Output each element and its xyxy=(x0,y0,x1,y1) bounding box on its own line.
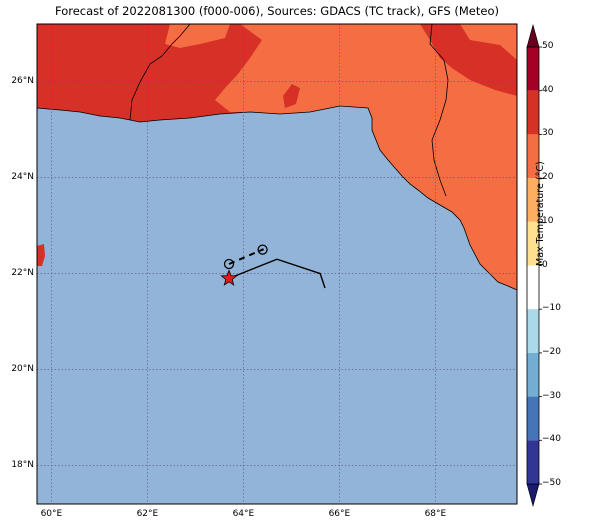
latitude-label: 24°N xyxy=(11,171,34,182)
colorbar-band xyxy=(527,265,539,310)
map-title: Forecast of 2022081300 (f000-006), Sourc… xyxy=(55,4,499,18)
border-line xyxy=(129,23,191,121)
colorbar-extend-top xyxy=(526,23,540,48)
star-icon xyxy=(220,269,238,286)
land-hot-region xyxy=(283,84,300,108)
longitude-label: 60°E xyxy=(40,509,63,519)
colorbar-tick-label: 0 xyxy=(542,259,548,270)
colorbar xyxy=(526,23,542,508)
colorbar-tick-label: −20 xyxy=(542,346,561,357)
latitude-label: 26°N xyxy=(11,75,34,86)
land-warm-region xyxy=(165,24,230,48)
coastline xyxy=(36,105,518,291)
colorbar-tick-label: 20 xyxy=(542,172,554,183)
map-panel xyxy=(36,23,518,505)
land-hot-region xyxy=(330,24,517,96)
land-hot-region xyxy=(485,168,512,192)
colorbar-tick-label: −50 xyxy=(542,478,561,488)
colorbar-band xyxy=(527,309,539,353)
colorbar-band xyxy=(527,178,539,222)
latitude-label: 22°N xyxy=(11,267,34,278)
colorbar-tick-label: −40 xyxy=(542,434,561,445)
latitude-label: 20°N xyxy=(11,363,34,374)
circle-dot-center xyxy=(261,248,264,251)
border-line xyxy=(429,23,449,197)
colorbar-band xyxy=(527,221,539,266)
land-area-southeast xyxy=(482,250,517,290)
colorbar-tick-label: 50 xyxy=(542,41,554,51)
colorbar-extend-bottom xyxy=(526,483,540,508)
colorbar-band xyxy=(527,47,539,91)
circle-dot-icon xyxy=(257,244,268,255)
storm-track xyxy=(220,244,326,289)
track-line xyxy=(228,258,326,289)
colorbar-band xyxy=(527,440,539,484)
map-frame xyxy=(36,23,518,505)
longitude-label: 64°E xyxy=(232,509,255,519)
graticule xyxy=(37,24,517,504)
colorbar-tick-label: 40 xyxy=(542,84,554,95)
latitude-label: 18°N xyxy=(11,459,34,470)
land-area-west xyxy=(37,244,45,266)
colorbar-tick-label: 30 xyxy=(542,128,554,139)
colorbar-tick-label: 10 xyxy=(542,215,554,226)
colorbar-band xyxy=(527,90,539,135)
longitude-label: 68°E xyxy=(424,509,447,519)
longitude-label: 62°E xyxy=(136,509,159,519)
colorbar-band xyxy=(527,352,539,397)
colorbar-label: Max Temperature (°C) xyxy=(535,161,546,266)
colorbar-tick-label: −10 xyxy=(542,303,561,314)
longitude-label: 66°E xyxy=(328,509,351,519)
colorbar-band xyxy=(527,396,539,441)
colorbar-tick-label: −30 xyxy=(542,390,561,401)
colorbar-band xyxy=(527,134,539,179)
circle-icon xyxy=(223,258,235,270)
